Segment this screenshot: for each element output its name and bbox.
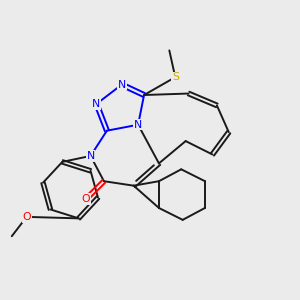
Text: O: O	[22, 212, 31, 222]
Text: S: S	[172, 72, 179, 82]
Text: N: N	[134, 120, 142, 130]
Text: N: N	[118, 80, 126, 90]
Text: N: N	[86, 151, 95, 161]
Text: N: N	[92, 99, 101, 109]
Text: O: O	[82, 194, 90, 204]
